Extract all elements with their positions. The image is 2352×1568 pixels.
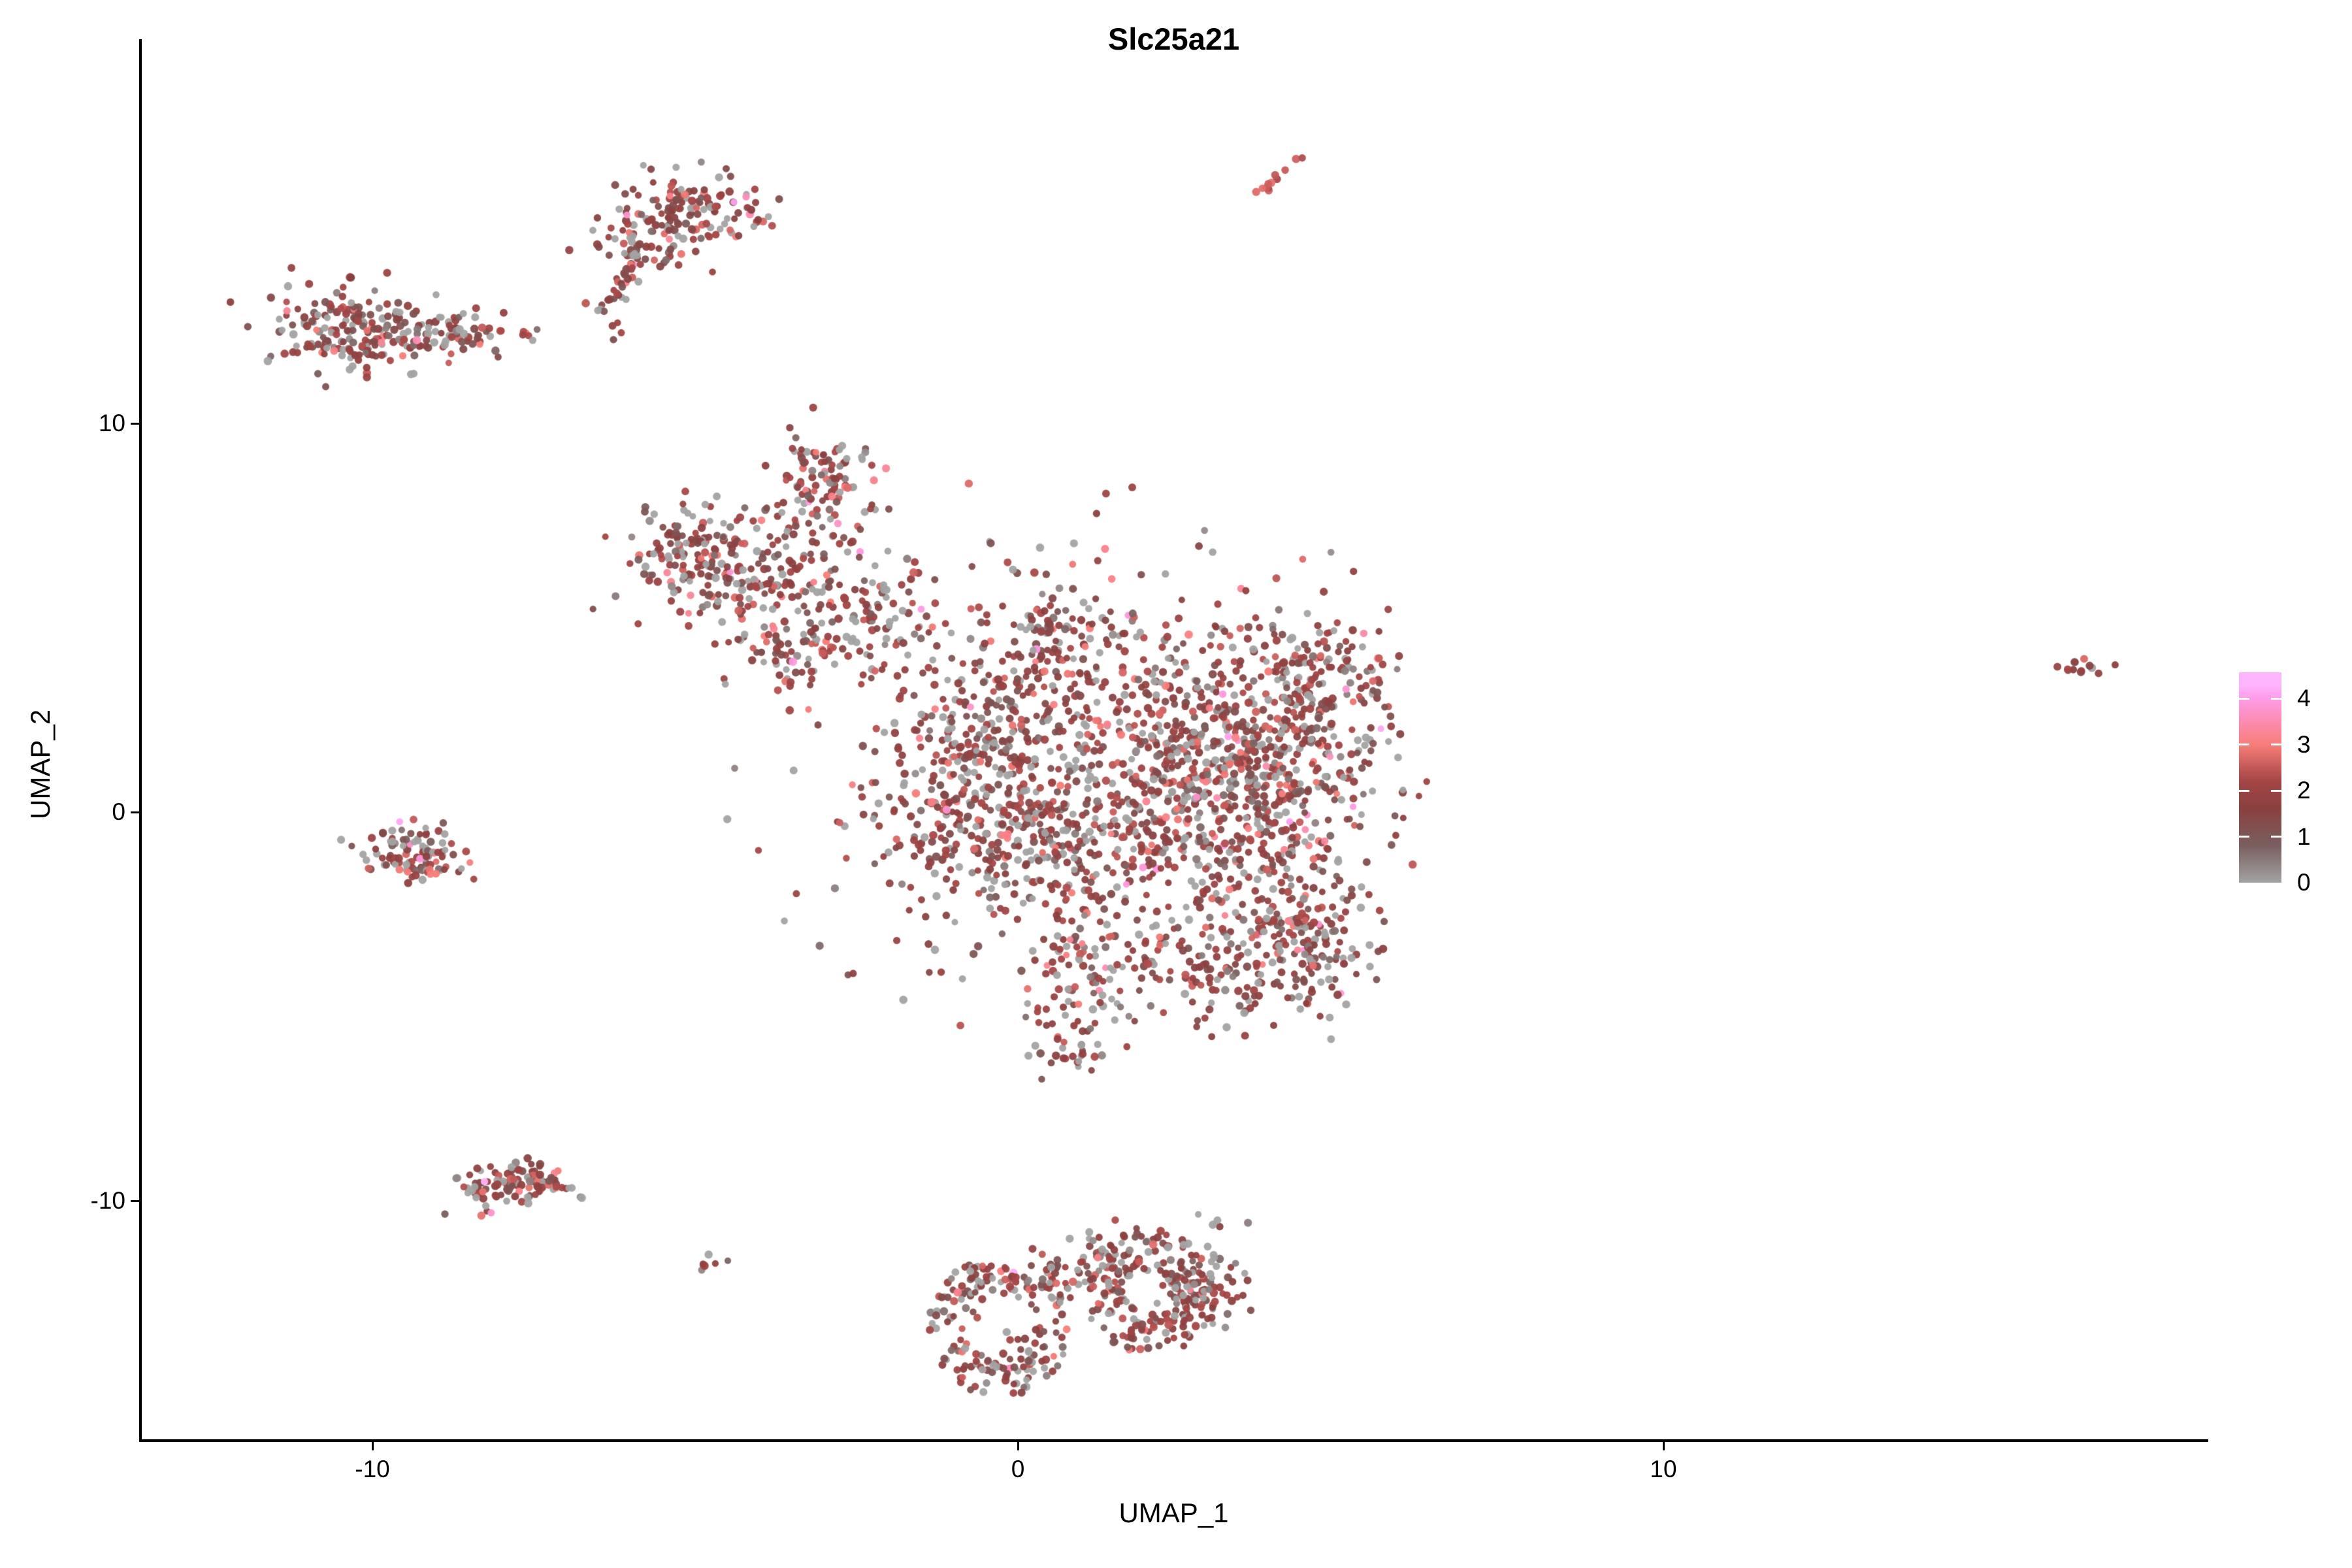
- legend-tick-notch: [2239, 836, 2249, 838]
- legend-tick-notch: [2271, 743, 2281, 746]
- y-tick-label: 10: [98, 410, 125, 436]
- y-axis-line: [139, 39, 142, 1442]
- legend-tick-notch: [2239, 697, 2249, 700]
- x-tick-mark: [1662, 1442, 1665, 1450]
- legend-tick-label: 4: [2297, 685, 2311, 712]
- legend-tick-notch: [2271, 789, 2281, 792]
- legend-colorbar: [2239, 672, 2281, 883]
- legend-tick-notch: [2271, 836, 2281, 838]
- legend-tick-notch: [2271, 697, 2281, 700]
- x-tick-mark: [1017, 1442, 1019, 1450]
- x-axis-title: UMAP_1: [1119, 1497, 1229, 1528]
- y-tick-label: -10: [90, 1187, 125, 1214]
- legend-tick-label: 1: [2297, 823, 2311, 850]
- y-tick-label: 0: [112, 798, 125, 825]
- legend-tick-label: 2: [2297, 777, 2311, 804]
- x-tick-label: 0: [1011, 1456, 1025, 1482]
- legend-tick-label: 3: [2297, 730, 2311, 758]
- x-tick-label: 10: [1650, 1456, 1677, 1482]
- y-tick-mark: [131, 1200, 139, 1202]
- x-axis-line: [139, 1439, 2208, 1442]
- legend-tick-notch: [2239, 743, 2249, 746]
- legend-tick-notch: [2239, 789, 2249, 792]
- x-tick-label: -10: [355, 1456, 390, 1482]
- y-axis-title: UMAP_2: [25, 709, 56, 820]
- y-tick-mark: [131, 422, 139, 425]
- y-tick-mark: [131, 811, 139, 813]
- legend-tick-label: 0: [2297, 869, 2311, 896]
- x-tick-mark: [371, 1442, 374, 1450]
